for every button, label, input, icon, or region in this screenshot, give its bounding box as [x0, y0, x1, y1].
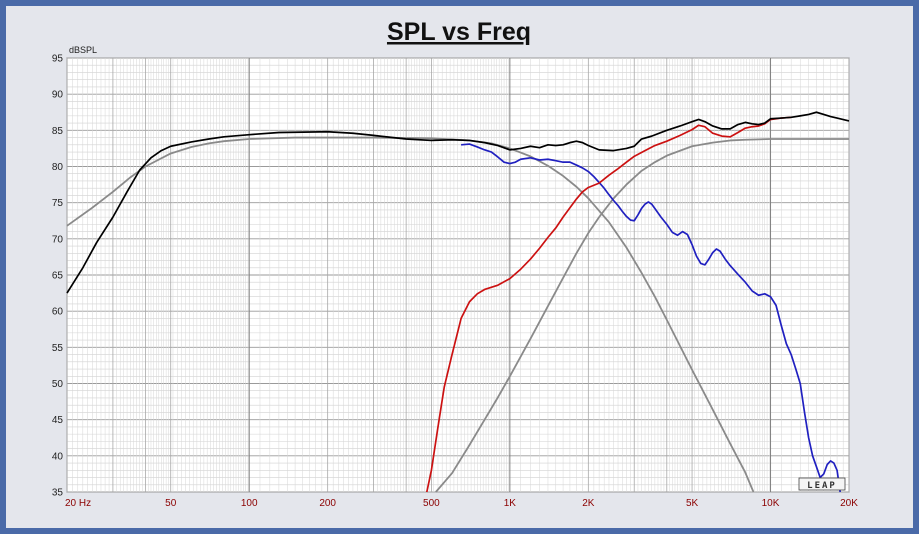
x-tick-label: 200 [319, 498, 336, 509]
y-tick-label: 35 [52, 488, 64, 499]
y-tick-label: 80 [52, 162, 64, 173]
y-tick-label: 65 [52, 271, 64, 282]
x-tick-label: 5K [686, 498, 699, 509]
x-tick-label: 20 Hz [65, 498, 91, 509]
series-line-1 [461, 143, 842, 493]
x-tick-label: 10K [762, 498, 780, 509]
x-tick-label: 20K [840, 498, 858, 509]
x-tick-label: 500 [423, 498, 440, 509]
x-tick-label: 50 [165, 498, 177, 509]
series-line-2 [425, 116, 792, 493]
leap-logo: LEAP [798, 477, 846, 491]
series-line-4 [435, 138, 849, 493]
y-axis-unit-label: dBSPL [69, 45, 97, 55]
y-tick-label: 40 [52, 451, 64, 462]
series-line-0 [66, 111, 850, 294]
x-tick-label: 2K [582, 498, 595, 509]
grid-lines [66, 57, 850, 493]
leap-logo-text: LEAP [807, 481, 837, 491]
y-tick-label: 60 [52, 307, 64, 318]
x-tick-label: 1K [504, 498, 517, 509]
chart-title: SPL vs Freq [387, 18, 531, 46]
y-tick-label: 55 [52, 343, 64, 354]
y-tick-label: 90 [52, 90, 64, 101]
y-tick-label: 45 [52, 415, 64, 426]
y-tick-label: 95 [52, 54, 64, 65]
y-tick-label: 70 [52, 234, 64, 245]
y-tick-label: 50 [52, 379, 64, 390]
series-layer [66, 111, 850, 493]
series-line-3 [66, 136, 755, 493]
x-tick-label: 100 [241, 498, 258, 509]
y-tick-label: 85 [52, 126, 64, 137]
y-tick-label: 75 [52, 198, 64, 209]
